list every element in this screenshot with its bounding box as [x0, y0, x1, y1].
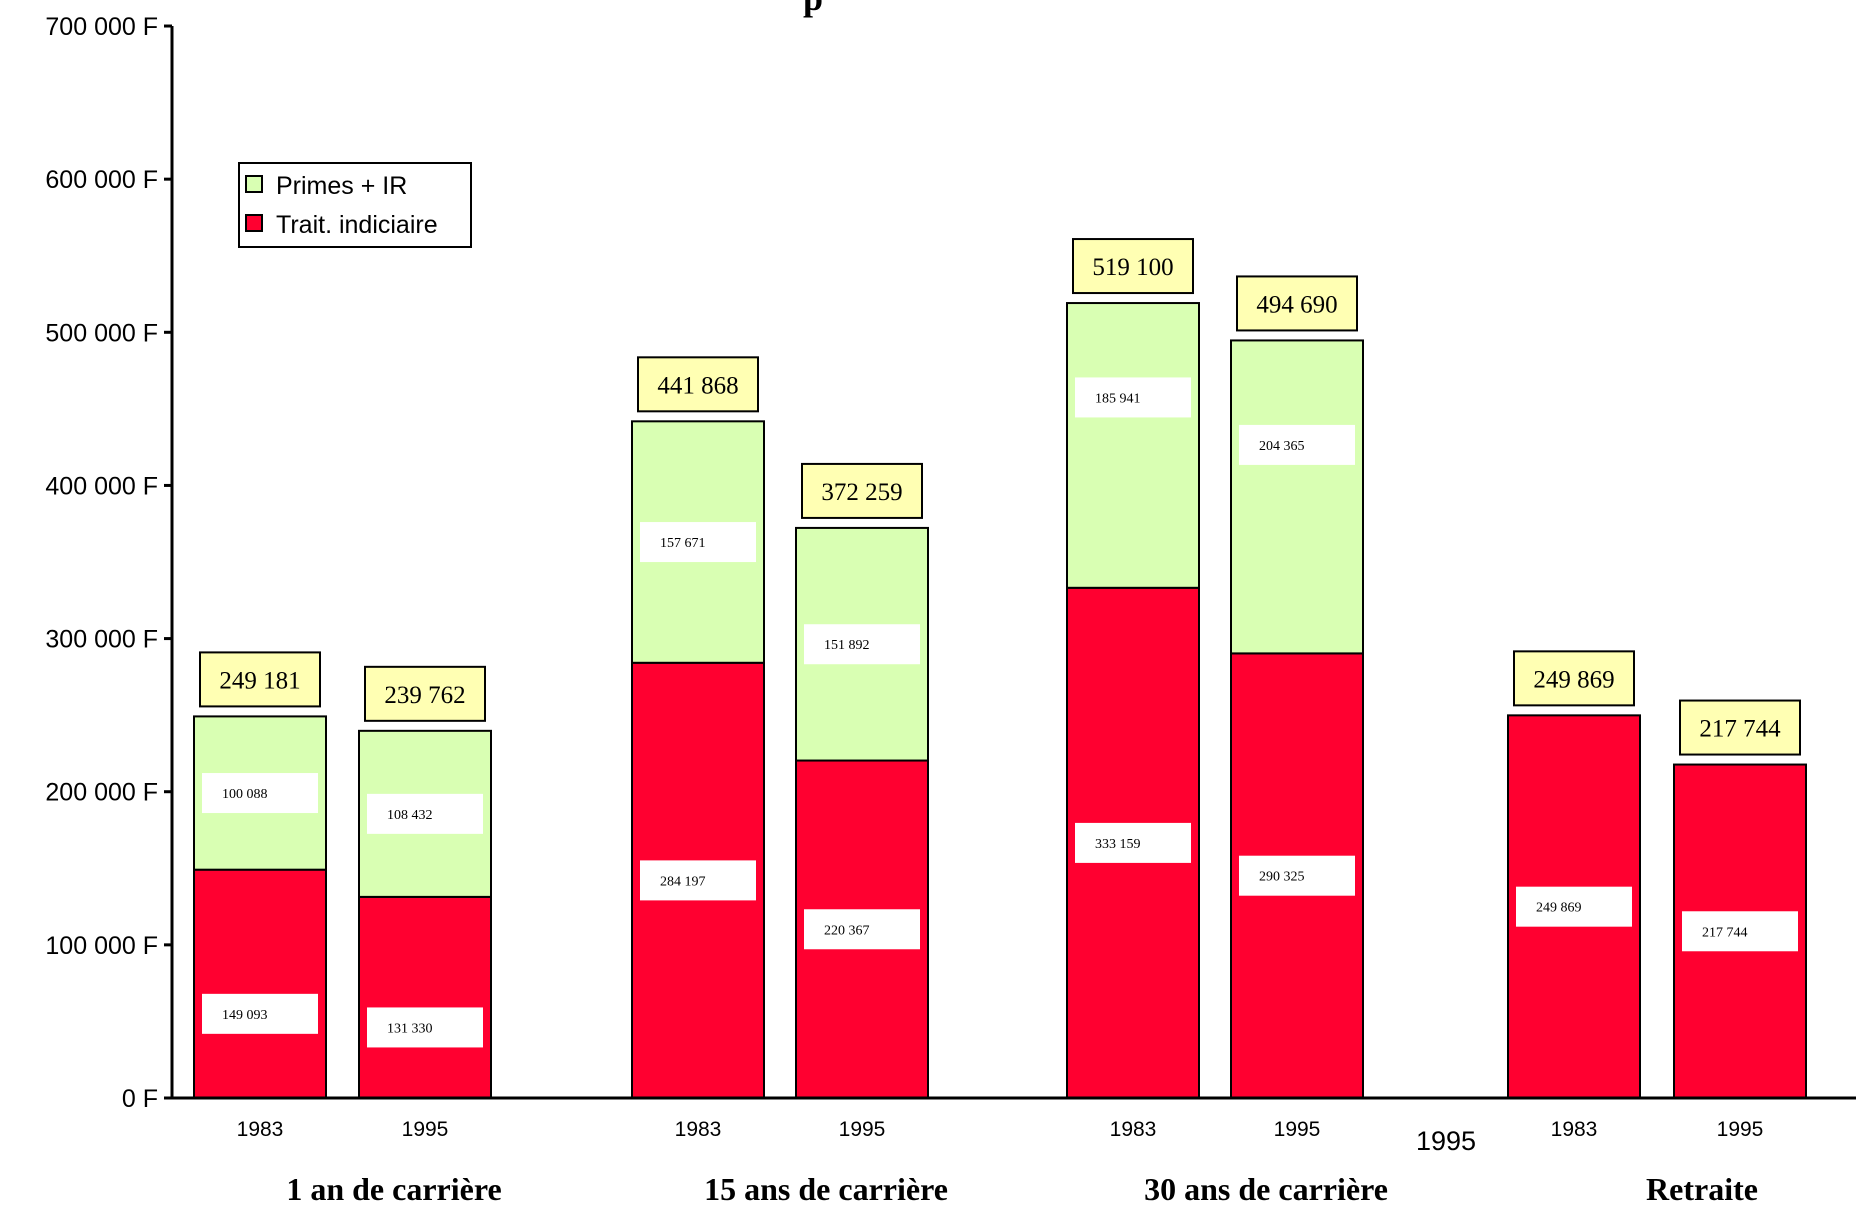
segment-label-box: [202, 993, 318, 1034]
segment-label-box: [1682, 911, 1798, 952]
group-label: 15 ans de carrière: [704, 1171, 948, 1207]
segment-label-trait: 131 330: [387, 1021, 433, 1036]
segment-label-trait: 290 325: [1259, 870, 1305, 885]
y-tick-label: 400 000 F: [45, 472, 158, 500]
total-label-box: [199, 651, 321, 708]
bar-segment-primes: [1230, 339, 1364, 655]
x-year-label: 1995: [1717, 1118, 1764, 1141]
y-tick-label: 500 000 F: [45, 319, 158, 347]
segment-label-trait: 284 197: [660, 874, 706, 889]
total-label: 441 868: [657, 372, 738, 399]
segment-label-box: [1516, 886, 1632, 927]
x-axis-labels: 1983 1995 1983 1995 1983 1995 1983 1995 1 an de …: [237, 1118, 1764, 1207]
y-tick-label: 600 000 F: [45, 166, 158, 194]
total-label: 239 762: [384, 682, 465, 709]
total-label: 494 690: [1256, 291, 1337, 318]
y-axis-ticks: 0 F 100 000 F 200 000 F 300 000 F 400 000 F 5…: [45, 13, 172, 1113]
x-year-label: 1995: [839, 1118, 886, 1141]
segment-label-box: [1075, 377, 1191, 418]
segment-label-trait: 217 744: [1702, 925, 1748, 940]
segment-label-trait: 333 159: [1095, 837, 1141, 852]
segment-label-box: [804, 909, 920, 950]
total-label: 372 259: [821, 479, 902, 506]
segment-label-box: [367, 793, 483, 834]
total-label-box: [801, 462, 923, 519]
total-label-box: [1513, 650, 1635, 707]
legend-swatch-primes: [245, 175, 263, 193]
bar-segment-trait: [358, 895, 492, 1099]
x-year-label: 1983: [237, 1118, 284, 1141]
y-tick-label: 100 000 F: [45, 932, 158, 960]
segment-label-box: [367, 1007, 483, 1048]
stray-axis-label: 1995: [1416, 1126, 1476, 1156]
legend: Primes + IR Trait. indiciaire: [238, 162, 472, 248]
segment-label-box: [1239, 855, 1355, 896]
total-label-box: [364, 665, 486, 722]
y-tick-label: 300 000 F: [45, 626, 158, 654]
segment-label-box: [640, 860, 756, 901]
chart-title: p: [803, 0, 823, 18]
segment-label-box: [1075, 822, 1191, 863]
group-label: 30 ans de carrière: [1144, 1171, 1388, 1207]
legend-swatch-trait: [245, 214, 263, 232]
total-label: 249 869: [1533, 666, 1614, 693]
total-label-box: [1072, 238, 1194, 295]
segment-label-primes: 204 365: [1259, 439, 1305, 454]
total-label: 249 181: [219, 667, 300, 694]
legend-label-trait: Trait. indiciaire: [276, 211, 438, 239]
bars-layer: 100 088 149 093 249 181 108 432 131 330 239 7…: [193, 238, 1807, 1099]
x-year-label: 1995: [402, 1118, 449, 1141]
group-label: 1 an de carrière: [286, 1171, 501, 1207]
x-year-label: 1983: [675, 1118, 722, 1141]
total-label-box: [637, 356, 759, 413]
x-year-label: 1983: [1110, 1118, 1157, 1141]
segment-label-box: [804, 624, 920, 665]
x-year-label: 1995: [1274, 1118, 1321, 1141]
legend-box: [238, 162, 472, 248]
segment-label-primes: 185 941: [1095, 391, 1141, 406]
segment-label-primes: 151 892: [824, 638, 870, 653]
segment-label-box: [1239, 424, 1355, 465]
bar-segment-primes: [1066, 302, 1200, 589]
total-label: 519 100: [1092, 254, 1173, 281]
segment-label-primes: 100 088: [222, 787, 268, 802]
segment-label-box: [640, 522, 756, 563]
segment-label-trait: 220 367: [824, 923, 870, 938]
total-label-box: [1679, 699, 1801, 756]
segment-label-box: [202, 773, 318, 814]
segment-label-trait: 149 093: [222, 1008, 268, 1023]
total-label-box: [1236, 275, 1358, 332]
group-label: Retraite: [1646, 1171, 1758, 1207]
segment-label-primes: 108 432: [387, 808, 433, 823]
segment-label-trait: 249 869: [1536, 901, 1582, 916]
x-year-label: 1983: [1551, 1118, 1598, 1141]
y-tick-label: 0 F: [122, 1085, 158, 1113]
legend-label-primes: Primes + IR: [276, 172, 407, 200]
y-tick-label: 700 000 F: [45, 13, 158, 41]
y-tick-label: 200 000 F: [45, 779, 158, 807]
bar-segment-trait: [193, 868, 327, 1099]
total-label: 217 744: [1699, 716, 1781, 743]
segment-label-primes: 157 671: [660, 536, 706, 551]
